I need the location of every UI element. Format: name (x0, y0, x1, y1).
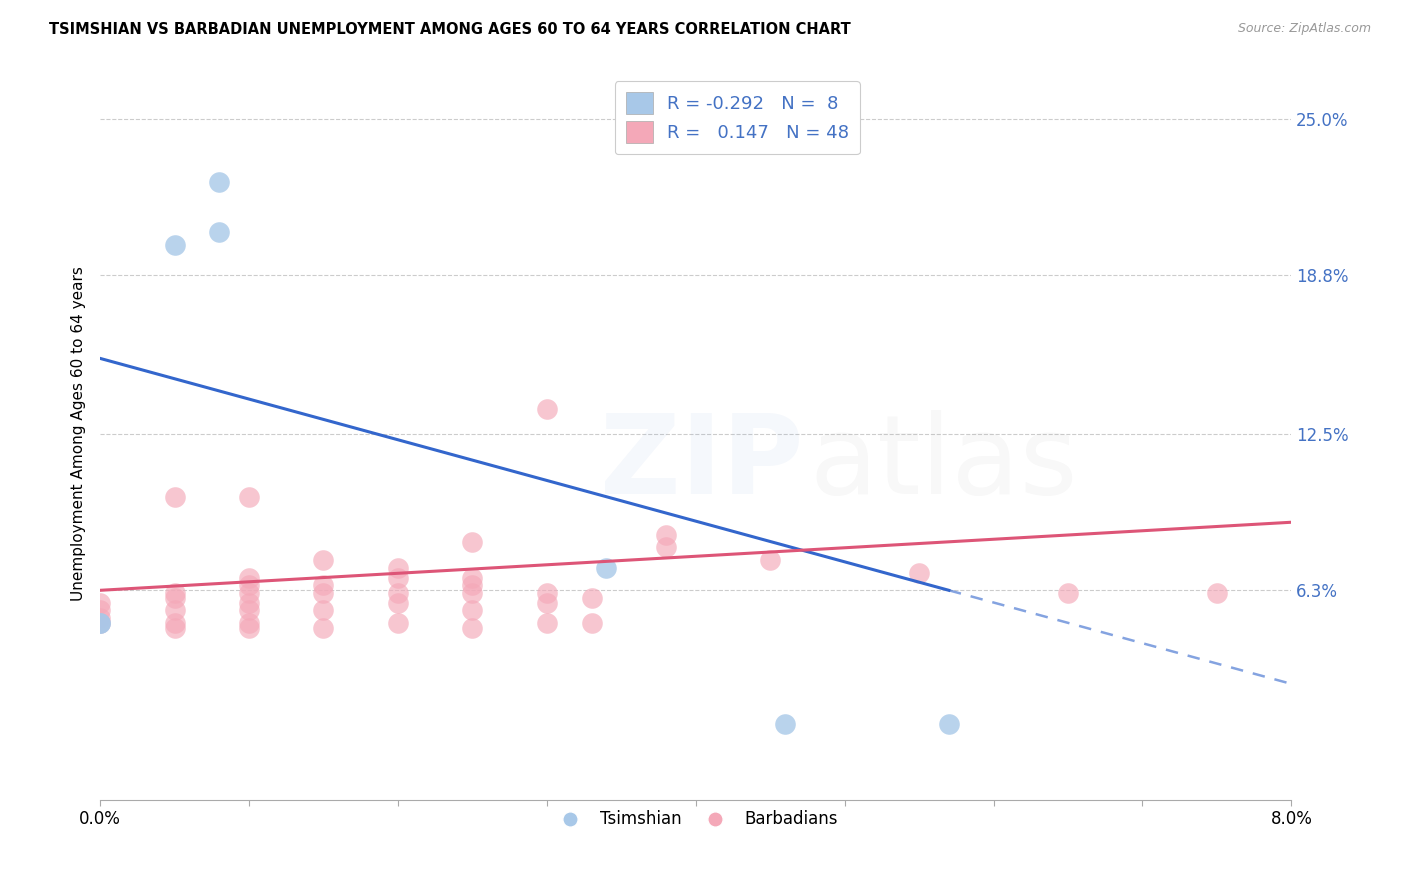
Point (208, 225, 231, 239)
Point (208, 175, 231, 189)
Point (536, 401, 558, 416)
Point (461, 603, 484, 617)
Point (163, 586, 186, 600)
Point (89, 611, 111, 625)
Text: ZIP: ZIP (600, 409, 804, 516)
Point (312, 578, 335, 592)
Point (773, 717, 796, 731)
Point (238, 621, 260, 635)
Point (89, 616, 111, 631)
Point (89, 616, 111, 631)
Point (312, 603, 335, 617)
Point (89, 616, 111, 631)
Point (536, 586, 558, 600)
Point (312, 621, 335, 635)
Text: Source: ZipAtlas.com: Source: ZipAtlas.com (1237, 22, 1371, 36)
Point (461, 586, 484, 600)
Point (163, 238, 186, 252)
Point (387, 571, 409, 585)
Point (387, 596, 409, 610)
Point (163, 621, 186, 635)
Point (1057, 586, 1080, 600)
Point (89, 596, 111, 610)
Point (238, 571, 260, 585)
Legend: Tsimshian, Barbadians: Tsimshian, Barbadians (547, 804, 845, 835)
Point (163, 490, 186, 504)
Point (163, 603, 186, 617)
Point (312, 586, 335, 600)
Point (908, 566, 931, 580)
Point (238, 586, 260, 600)
Point (238, 616, 260, 631)
Point (387, 560, 409, 574)
Point (581, 616, 603, 631)
Point (759, 553, 782, 567)
Point (581, 591, 603, 605)
Text: TSIMSHIAN VS BARBADIAN UNEMPLOYMENT AMONG AGES 60 TO 64 YEARS CORRELATION CHART: TSIMSHIAN VS BARBADIAN UNEMPLOYMENT AMON… (49, 22, 851, 37)
Point (163, 616, 186, 631)
Point (461, 578, 484, 592)
Point (387, 616, 409, 631)
Point (163, 591, 186, 605)
Point (238, 596, 260, 610)
Point (461, 621, 484, 635)
Point (387, 586, 409, 600)
Point (461, 535, 484, 549)
Point (1205, 586, 1227, 600)
Text: atlas: atlas (808, 409, 1077, 516)
Point (89, 603, 111, 617)
Point (536, 596, 558, 610)
Point (461, 571, 484, 585)
Point (655, 528, 678, 542)
Point (655, 541, 678, 555)
Point (238, 578, 260, 592)
Point (938, 717, 960, 731)
Point (238, 603, 260, 617)
Point (595, 560, 617, 574)
Point (238, 490, 260, 504)
Point (536, 616, 558, 631)
Point (312, 553, 335, 567)
Y-axis label: Unemployment Among Ages 60 to 64 years: Unemployment Among Ages 60 to 64 years (72, 267, 86, 601)
